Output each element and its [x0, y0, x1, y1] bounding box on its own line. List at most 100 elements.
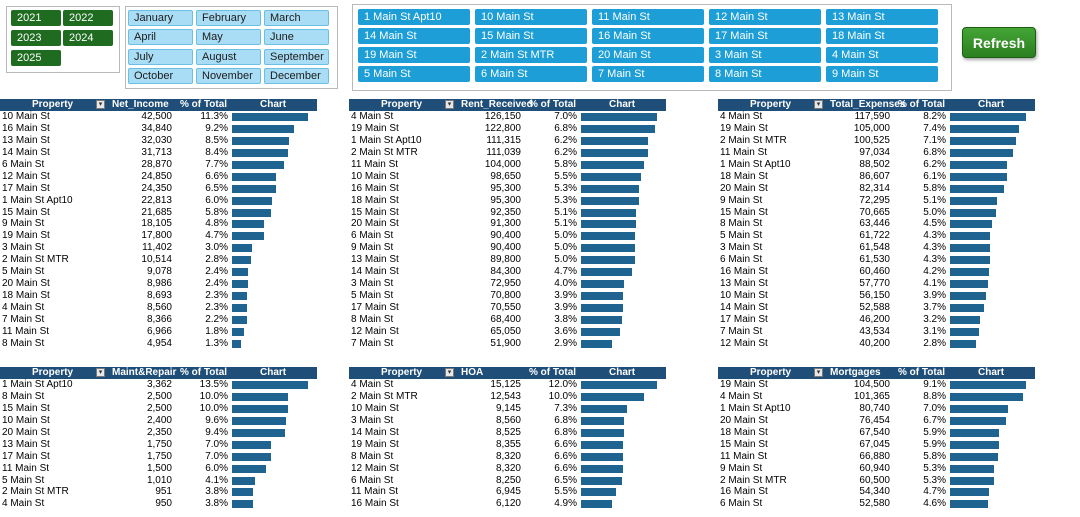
property-button-13-main-st[interactable]: 13 Main St: [826, 9, 938, 25]
filter-dropdown-icon[interactable]: ▾: [96, 368, 105, 377]
pct-cell: 5.3%: [554, 182, 577, 194]
month-button-march[interactable]: March: [264, 10, 329, 26]
property-cell: 12 Main St: [351, 325, 399, 337]
value-cell: 9,145: [495, 402, 521, 414]
month-button-june[interactable]: June: [264, 29, 329, 46]
value-cell: 42,500: [141, 111, 172, 122]
table-row: 15 Main St 21,685 5.8%: [0, 207, 317, 219]
pct-cell: 9.1%: [923, 379, 946, 390]
property-button-11-main-st[interactable]: 11 Main St: [592, 9, 704, 25]
data-bar: [950, 208, 997, 217]
property-cell: 13 Main St: [351, 254, 399, 266]
property-button-2-main-st-mtr[interactable]: 2 Main St MTR: [475, 47, 587, 63]
pct-cell: 5.8%: [923, 182, 946, 194]
property-button-10-main-st[interactable]: 10 Main St: [475, 9, 587, 25]
year-button-2022[interactable]: 2022: [63, 10, 113, 26]
property-button-19-main-st[interactable]: 19 Main St: [358, 47, 470, 63]
month-button-january[interactable]: January: [128, 10, 193, 26]
year-button-2025[interactable]: 2025: [11, 50, 61, 66]
property-button-17-main-st[interactable]: 17 Main St: [709, 28, 821, 44]
pct-cell: 7.0%: [205, 450, 228, 462]
month-button-september[interactable]: September: [264, 48, 329, 65]
property-button-5-main-st[interactable]: 5 Main St: [358, 66, 470, 82]
value-cell: 10,514: [141, 254, 172, 266]
property-button-14-main-st[interactable]: 14 Main St: [358, 28, 470, 44]
data-bar: [581, 124, 655, 133]
pct-cell: 7.4%: [923, 122, 946, 134]
pct-cell: 13.5%: [199, 379, 228, 390]
property-cell: 11 Main St: [2, 462, 50, 474]
year-button-2023[interactable]: 2023: [11, 30, 61, 46]
value-cell: 8,355: [495, 438, 521, 450]
table-row: 15 Main St 67,045 5.9%: [718, 439, 1035, 451]
property-button-7-main-st[interactable]: 7 Main St: [592, 66, 704, 82]
property-cell: 19 Main St: [351, 122, 399, 134]
property-button-4-main-st[interactable]: 4 Main St: [826, 47, 938, 63]
filter-dropdown-icon[interactable]: ▾: [814, 100, 823, 109]
property-button-9-main-st[interactable]: 9 Main St: [826, 66, 938, 82]
filter-dropdown-icon[interactable]: ▾: [96, 100, 105, 109]
pct-cell: 10.0%: [199, 390, 228, 402]
data-bar: [232, 268, 249, 277]
value-cell: 61,530: [859, 254, 890, 266]
month-button-february[interactable]: February: [196, 10, 261, 26]
property-button-3-main-st[interactable]: 3 Main St: [709, 47, 821, 63]
data-bar: [232, 220, 265, 229]
pivot-table-rent-received: Property Rent_Received% of Total Chart ▾ 4 M…: [349, 99, 666, 350]
pct-cell: 4.2%: [923, 266, 946, 278]
month-button-may[interactable]: May: [196, 29, 261, 46]
data-bar: [950, 136, 1016, 145]
data-bar: [950, 124, 1019, 133]
value-cell: 57,770: [859, 278, 890, 290]
year-button-2024[interactable]: 2024: [63, 30, 113, 46]
property-button-15-main-st[interactable]: 15 Main St: [475, 28, 587, 44]
property-cell: 10 Main St: [351, 402, 399, 414]
data-bar: [232, 280, 249, 289]
value-cell: 68,400: [490, 313, 521, 325]
pct-cell: 5.5%: [554, 170, 577, 182]
month-button-april[interactable]: April: [128, 29, 193, 46]
pct-cell: 5.3%: [923, 474, 946, 486]
property-cell: 5 Main St: [351, 290, 394, 302]
data-bar: [232, 196, 273, 205]
data-bar: [581, 220, 637, 229]
property-button-18-main-st[interactable]: 18 Main St: [826, 28, 938, 44]
year-button-2021[interactable]: 2021: [11, 10, 61, 26]
property-button-6-main-st[interactable]: 6 Main St: [475, 66, 587, 82]
value-cell: 8,320: [495, 462, 521, 474]
data-bar: [581, 392, 645, 401]
value-cell: 91,300: [490, 218, 521, 230]
refresh-button[interactable]: Refresh: [962, 27, 1036, 58]
pct-cell: 10.0%: [199, 402, 228, 414]
pct-cell: 5.0%: [554, 230, 577, 242]
pct-cell: 4.3%: [923, 254, 946, 266]
property-button-12-main-st[interactable]: 12 Main St: [709, 9, 821, 25]
property-button-8-main-st[interactable]: 8 Main St: [709, 66, 821, 82]
table-row: 17 Main St 1,750 7.0%: [0, 451, 317, 463]
table-row: 16 Main St 6,120 4.9%: [349, 498, 666, 510]
month-button-november[interactable]: November: [196, 67, 261, 84]
value-cell: 60,500: [859, 474, 890, 486]
pct-cell: 1.8%: [205, 325, 228, 337]
pct-cell: 6.8%: [554, 414, 577, 426]
filter-dropdown-icon[interactable]: ▾: [814, 368, 823, 377]
filter-dropdown-icon[interactable]: ▾: [445, 100, 454, 109]
month-button-october[interactable]: October: [128, 67, 193, 84]
property-button-16-main-st[interactable]: 16 Main St: [592, 28, 704, 44]
data-bar: [950, 184, 1004, 193]
property-cell: 15 Main St: [2, 402, 50, 414]
property-button-1-main-st-apt10[interactable]: 1 Main St Apt10: [358, 9, 470, 25]
filter-dropdown-icon[interactable]: ▾: [445, 368, 454, 377]
value-cell: 4,954: [146, 337, 172, 349]
data-bar: [581, 304, 624, 312]
month-button-december[interactable]: December: [264, 67, 329, 84]
table-row: 14 Main St 8,525 6.8%: [349, 427, 666, 439]
month-button-july[interactable]: July: [128, 48, 193, 65]
value-cell: 61,722: [859, 230, 890, 242]
month-button-august[interactable]: August: [196, 48, 261, 65]
pct-cell: 3.7%: [923, 302, 946, 313]
data-bar: [950, 148, 1014, 157]
header-value: Rent_Received: [461, 99, 533, 110]
table-row: 18 Main St 86,607 6.1%: [718, 171, 1035, 183]
property-button-20-main-st[interactable]: 20 Main St: [592, 47, 704, 63]
